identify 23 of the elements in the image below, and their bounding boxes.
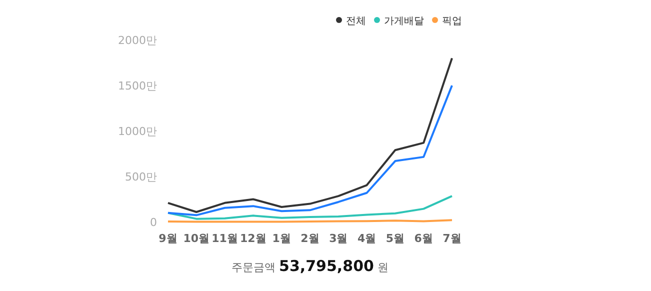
x-tick-label: 10월 bbox=[183, 232, 210, 245]
x-tick-label: 5월 bbox=[386, 232, 405, 245]
x-tick-label: 3월 bbox=[329, 232, 348, 245]
x-tick-label: 11월 bbox=[212, 232, 238, 245]
text: 주문금액 53,795,800 원 bbox=[232, 257, 388, 275]
x-tick-label: 12월 bbox=[240, 232, 266, 245]
y-tick-label: 0 bbox=[150, 216, 157, 229]
line-series bbox=[167, 57, 453, 213]
line-series bbox=[167, 84, 453, 216]
line-series bbox=[167, 195, 453, 220]
y-tick-label: 500만 bbox=[125, 170, 157, 184]
y-tick-label: 2000만 bbox=[118, 34, 157, 47]
x-tick-label: 9월 bbox=[158, 232, 178, 245]
y-tick-label: 1000만 bbox=[118, 125, 157, 138]
x-tick-label: 4월 bbox=[357, 232, 376, 245]
legend-label: 픽업 bbox=[442, 16, 462, 27]
x-tick-label: 1월 bbox=[272, 232, 291, 245]
legend-label: 전체 bbox=[346, 16, 366, 27]
y-tick-label: 1500만 bbox=[118, 80, 157, 92]
x-tick-label: 6월 bbox=[414, 232, 433, 245]
x-tick-label: 2월 bbox=[300, 232, 320, 245]
x-tick-label: 7월 bbox=[442, 232, 462, 245]
legend-label: 가게배달 bbox=[384, 16, 424, 27]
